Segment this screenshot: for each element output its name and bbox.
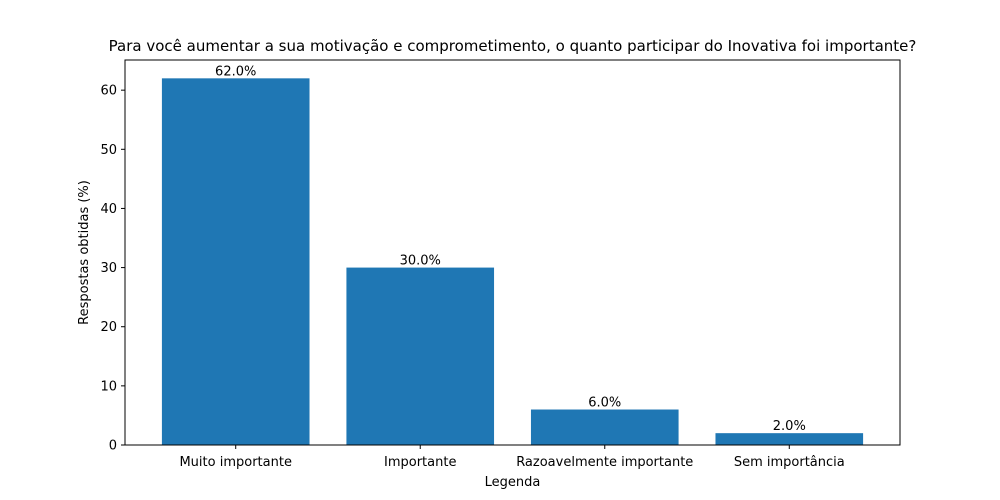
y-tick-label: 60 [100, 84, 117, 99]
bar [161, 78, 310, 445]
y-axis-label: Respostas obtidas (%) [77, 180, 92, 325]
x-tick-label: Razoavelmente importante [516, 455, 693, 470]
chart-title: Para você aumentar a sua motivação e com… [109, 37, 917, 55]
bar [715, 433, 864, 445]
y-tick-label: 10 [100, 379, 117, 394]
data-label: 6.0% [588, 396, 621, 411]
x-axis-ticks: Muito importante Importante Razoavelmente … [179, 445, 845, 470]
plot-area-frame [124, 59, 901, 446]
x-tick-label: Muito importante [179, 455, 291, 470]
data-label: 2.0% [773, 419, 806, 434]
data-label: 30.0% [400, 254, 441, 269]
bar [346, 267, 495, 445]
y-tick-label: 40 [100, 202, 117, 217]
y-tick-label: 50 [100, 143, 117, 158]
y-tick-label: 0 [109, 439, 117, 454]
bar [530, 409, 679, 445]
y-tick-label: 20 [100, 320, 117, 335]
x-axis-label: Legenda [485, 475, 541, 490]
data-label: 62.0% [215, 64, 256, 79]
data-labels-group: 62.0% 30.0% 6.0% 2.0% [215, 64, 806, 434]
y-tick-label: 30 [100, 261, 117, 276]
y-axis-ticks: 0 10 20 30 40 50 60 [100, 84, 125, 454]
bars-group [161, 78, 864, 445]
x-tick-label: Sem importância [734, 455, 845, 470]
x-tick-label: Importante [384, 455, 456, 470]
